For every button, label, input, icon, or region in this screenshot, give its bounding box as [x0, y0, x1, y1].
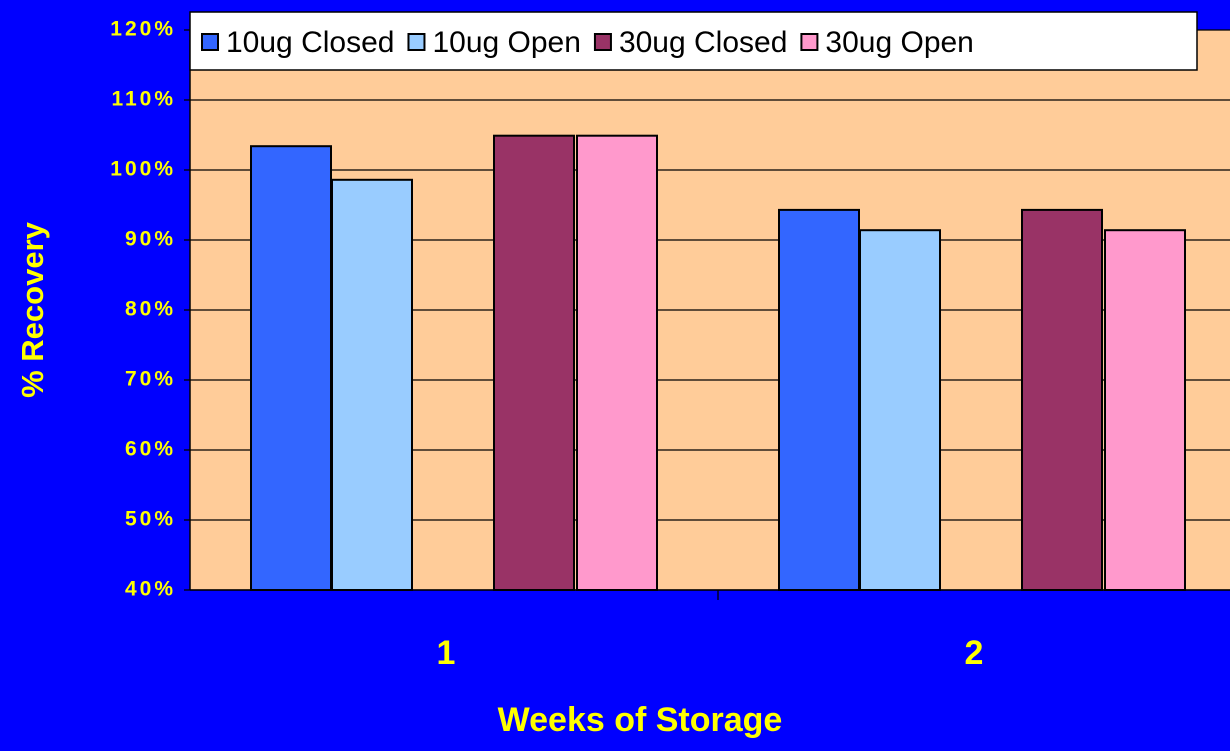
y-tick-label: 60%: [125, 438, 176, 461]
x-tick-label: 1: [437, 634, 456, 672]
bar: [778, 208, 860, 591]
legend-label: 10ug Closed: [226, 26, 394, 59]
y-tick-label: 110%: [111, 88, 176, 111]
bar: [576, 134, 658, 591]
legend-swatch: [800, 33, 819, 51]
legend-swatch: [593, 33, 612, 51]
bar: [493, 134, 575, 591]
x-tick-label: 2: [965, 634, 984, 672]
y-tick-label: 90%: [125, 228, 176, 251]
bar: [1104, 229, 1186, 591]
y-tick-label: 80%: [125, 298, 176, 321]
bar: [331, 178, 413, 592]
y-tick-label: 100%: [110, 158, 176, 181]
legend-label: 10ug Open: [432, 26, 580, 59]
x-axis-label: Weeks of Storage: [498, 701, 783, 739]
legend-label: 30ug Closed: [619, 26, 787, 59]
bar: [1021, 208, 1103, 591]
legend-swatch: [201, 33, 219, 51]
legend-label: 30ug Open: [825, 26, 973, 59]
y-tick-label: 40%: [125, 578, 176, 601]
y-axis-label: % Recovery: [15, 221, 50, 398]
legend: [189, 11, 1198, 71]
y-tick-label: 120%: [110, 18, 176, 41]
y-tick-label: 70%: [125, 368, 176, 391]
bar: [859, 229, 941, 591]
legend-swatch: [407, 33, 426, 51]
y-tick-label: 50%: [125, 508, 176, 531]
bar: [250, 145, 332, 591]
